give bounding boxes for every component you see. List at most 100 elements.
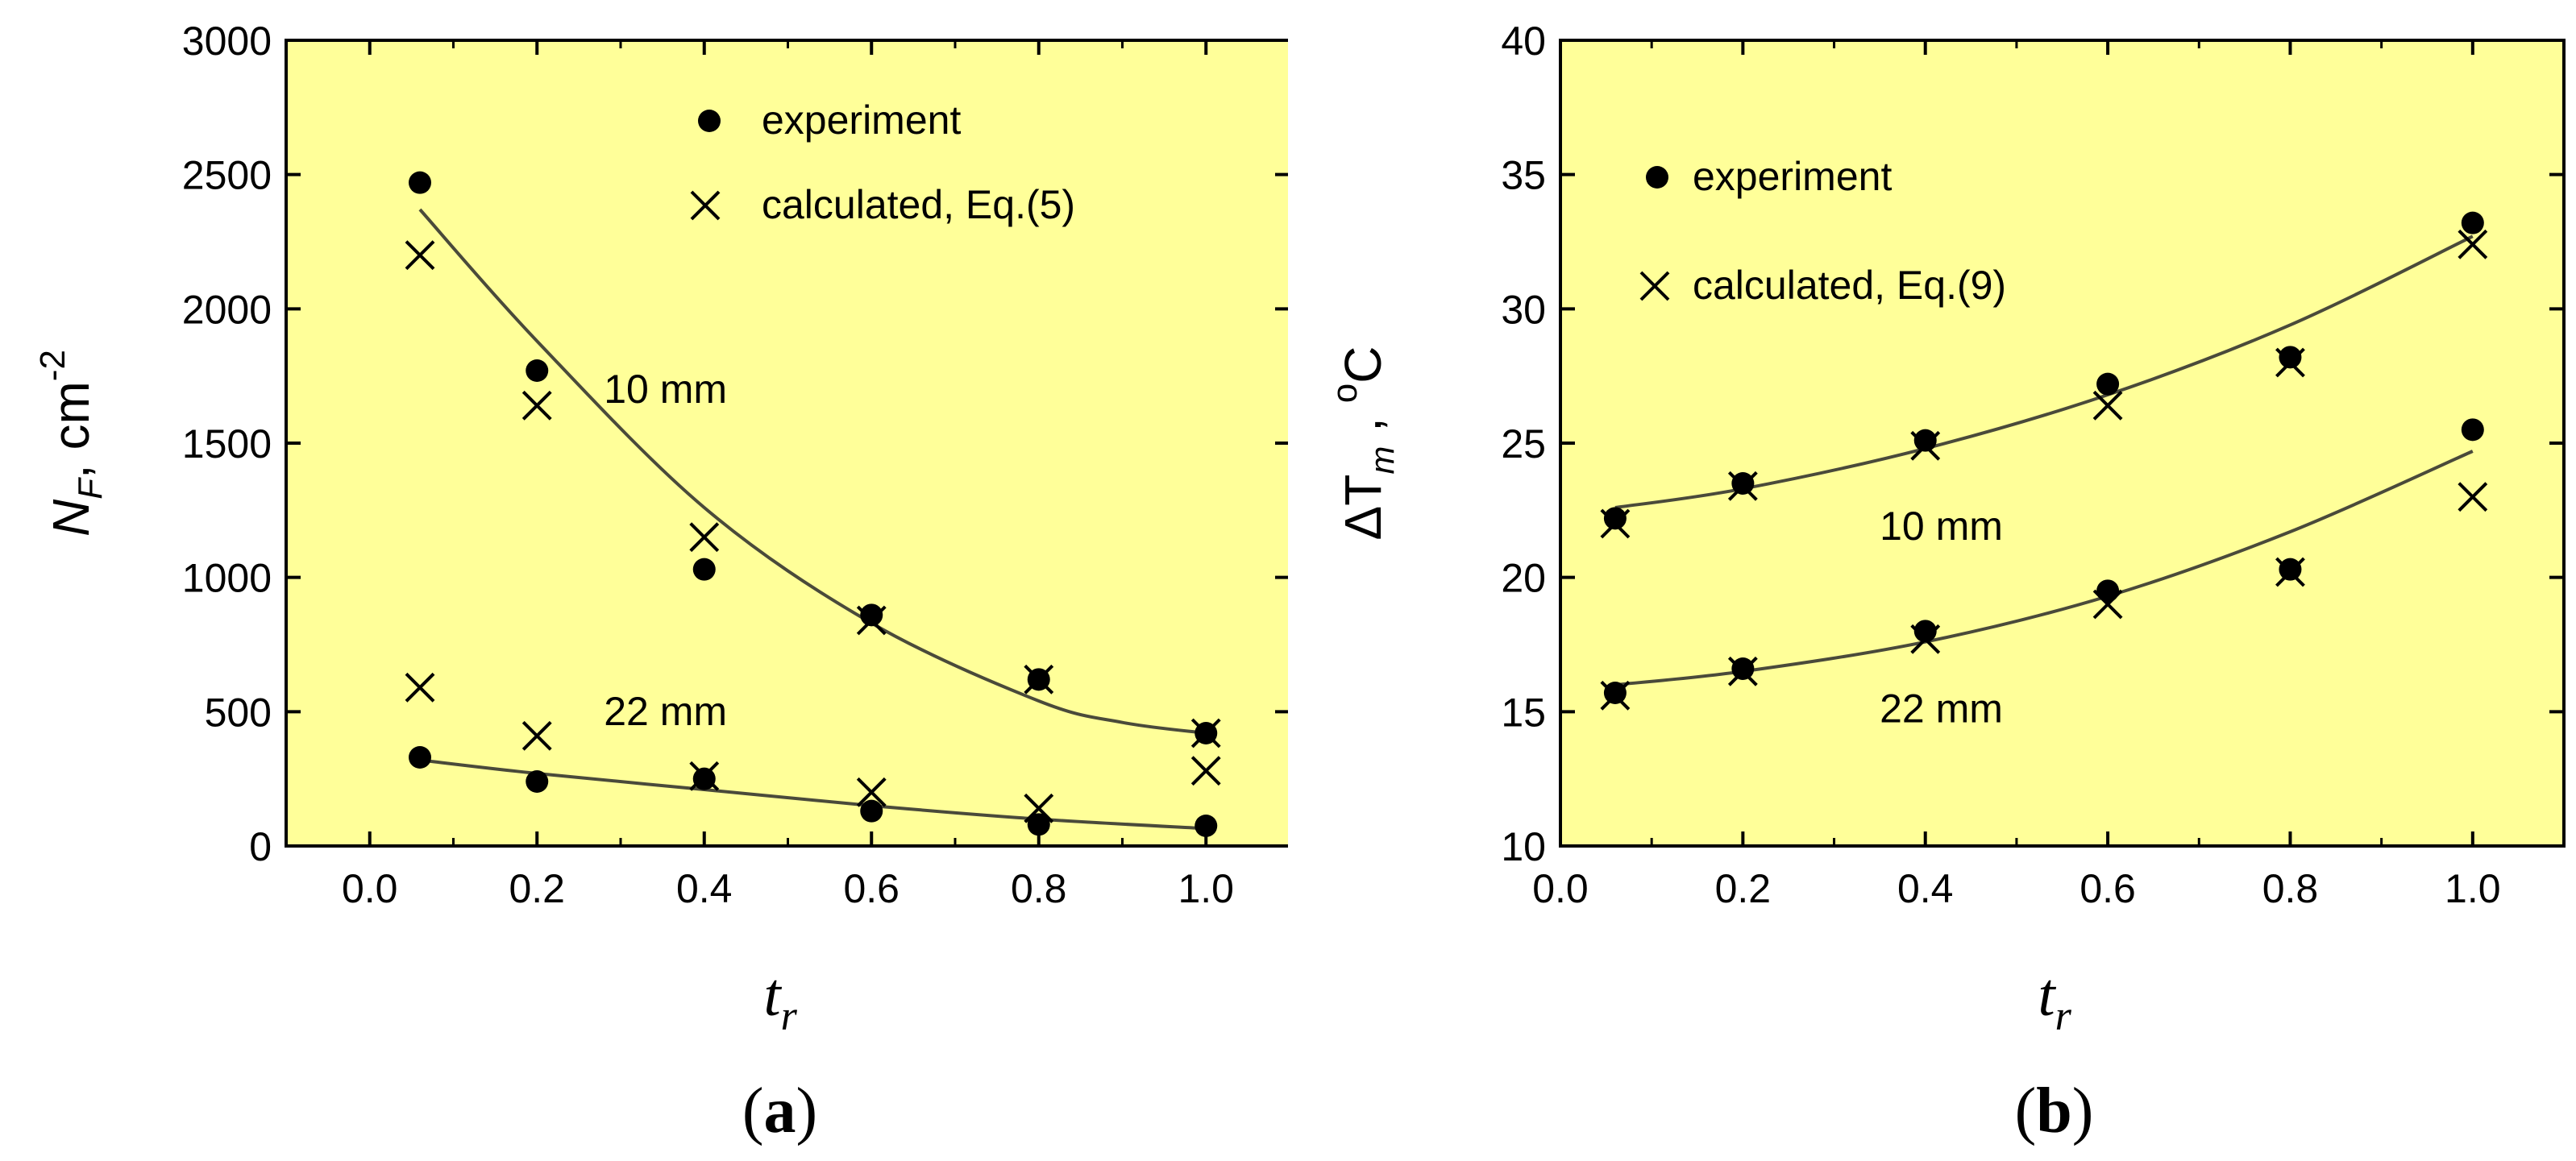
calculated-point-22-mm (405, 672, 435, 703)
x-tick-label: 0.2 (1715, 866, 1772, 911)
calculated-point-22-mm (1190, 756, 1221, 786)
x-tick-label: 0.8 (1011, 866, 1067, 911)
y-tick-label: 30 (1501, 287, 1546, 332)
experiment-point-22-mm (1027, 813, 1050, 836)
x-tick-label: 0.6 (2079, 866, 2136, 911)
calculated-point-10-mm (1024, 664, 1054, 695)
experiment-point-10-mm (526, 359, 549, 382)
experiment-point-22-mm (2096, 579, 2120, 603)
y-axis-label-sub: F (71, 477, 109, 500)
y-axis-label-sup: o (1325, 384, 1365, 403)
y-axis-label-rest: , cm (42, 381, 100, 479)
x-axis-label-main: t (764, 961, 783, 1029)
y-tick-label: 25 (1501, 421, 1546, 466)
experiment-point-10-mm (2279, 346, 2302, 369)
x-axis-label-main: t (2038, 961, 2057, 1029)
panel-label: (b) (2015, 1076, 2094, 1146)
calculated-point-22-mm (2275, 557, 2305, 587)
experiment-point-10-mm (1603, 507, 1627, 530)
x-tick-label: 0.4 (676, 866, 733, 911)
experiment-point-22-mm (2461, 418, 2484, 442)
axis-ticks (1559, 39, 2564, 848)
y-tick-label: 500 (205, 690, 272, 735)
legend-experiment-label: experiment (762, 97, 961, 143)
calculated-point-22-mm (1910, 624, 1941, 654)
calculated-point-22-mm (1600, 680, 1631, 711)
experiment-point-22-mm (526, 770, 549, 793)
y-axis-label-rest: , (1334, 403, 1392, 446)
legend-experiment-label: experiment (1693, 154, 1892, 199)
x-tick-label: 0.0 (342, 866, 398, 911)
axis-ticks (286, 39, 1288, 848)
y-tick-label: 20 (1501, 556, 1546, 601)
panel-label-close: ) (796, 1076, 818, 1146)
series-annotation: 22 mm (1880, 686, 2003, 732)
x-axis-label-sub: r (781, 993, 798, 1039)
x-tick-label: 0.2 (509, 866, 565, 911)
experiment-point-22-mm (1913, 620, 1937, 643)
calculated-point-22-mm (1727, 656, 1758, 686)
calculated-point-10-mm (856, 605, 887, 636)
x-tick-label: 0.0 (1532, 866, 1589, 911)
y-tick-label: 35 (1501, 153, 1546, 198)
calculated-point-22-mm (521, 720, 552, 751)
x-axis-label: tr (2038, 961, 2072, 1039)
panel-label-letter: a (764, 1076, 796, 1146)
series-annotation: 10 mm (604, 367, 727, 412)
legend: experiment calculated, Eq.(5) (690, 97, 1075, 227)
panel-label: (a) (742, 1076, 817, 1146)
x-axis-label-sub: r (2055, 993, 2072, 1039)
y-axis-label-sub: m (1363, 446, 1401, 475)
x-axis-label: tr (764, 961, 798, 1039)
calculated-point-10-mm (2458, 229, 2488, 259)
legend-experiment-marker (698, 110, 721, 132)
y-axis-label: ΔTm , oC (1325, 346, 1401, 541)
experiment-point-22-mm (692, 767, 716, 790)
series-annotation: 22 mm (604, 689, 727, 734)
calculated-point-22-mm (2092, 589, 2123, 620)
experiment-point-10-mm (1913, 429, 1937, 452)
series-annotation: 10 mm (1880, 504, 2003, 549)
legend: experiment calculated, Eq.(9) (1639, 154, 2006, 308)
legend-calculated-label: calculated, Eq.(5) (762, 182, 1075, 227)
chart-a-svg: 0.0 0.2 0.4 0.6 0.8 1.0 0 500 1000 1500 2000 2500 30… (33, 19, 1288, 1146)
experiment-point-10-mm (2096, 372, 2120, 396)
experiment-point-10-mm (1731, 472, 1755, 495)
plot-area (285, 39, 1288, 848)
y-tick-label: 2000 (182, 287, 272, 332)
calculated-point-10-mm (405, 240, 435, 271)
x-tick-label: 0.4 (1897, 866, 1954, 911)
experiment-point-22-mm (1603, 682, 1627, 704)
y-tick-label: 1500 (182, 421, 272, 466)
calculated-point-10-mm (2092, 390, 2123, 421)
calculated-point-10-mm (689, 522, 720, 553)
y-tick-label: 40 (1501, 19, 1546, 64)
plot-area (1559, 39, 2566, 848)
x-tick-label: 1.0 (1178, 866, 1234, 911)
calculated-point-10-mm (1910, 430, 1941, 461)
y-tick-label: 10 (1501, 824, 1546, 869)
fit-curve-10-mm (418, 208, 1207, 735)
legend-calculated-marker (690, 190, 721, 221)
y-axis-label-unit: C (1334, 346, 1392, 384)
legend-calculated-label: calculated, Eq.(9) (1693, 263, 2006, 308)
experiment-point-10-mm (860, 603, 883, 627)
experiment-point-22-mm (2279, 558, 2302, 581)
x-tick-label: 1.0 (2445, 866, 2501, 911)
calculated-point-22-mm (1024, 793, 1054, 823)
y-axis-label-main: ΔT (1334, 475, 1392, 541)
y-axis-label-main: N (42, 499, 100, 537)
experiment-point-10-mm (409, 171, 431, 194)
y-tick-label: 2500 (182, 153, 272, 198)
calculated-point-10-mm (2275, 347, 2305, 378)
calculated-point-10-mm (1727, 471, 1758, 501)
y-axis-label: NF, cm-2 (33, 350, 109, 537)
calculated-point-22-mm (856, 777, 887, 807)
chart-panel-a: 0.0 0.2 0.4 0.6 0.8 1.0 0 500 1000 1500 2000 2500 30… (33, 19, 1288, 1146)
chart-panel-b: 0.0 0.2 0.4 0.6 0.8 1.0 10 15 20 25 30 35 40 10 mm 22 … (1288, 0, 2576, 1161)
experiment-point-22-mm (860, 799, 883, 823)
panel-label-open: ( (742, 1076, 764, 1146)
x-tick-label: 0.8 (2262, 866, 2319, 911)
experiment-point-10-mm (2461, 211, 2484, 234)
experiment-point-22-mm (409, 746, 431, 769)
